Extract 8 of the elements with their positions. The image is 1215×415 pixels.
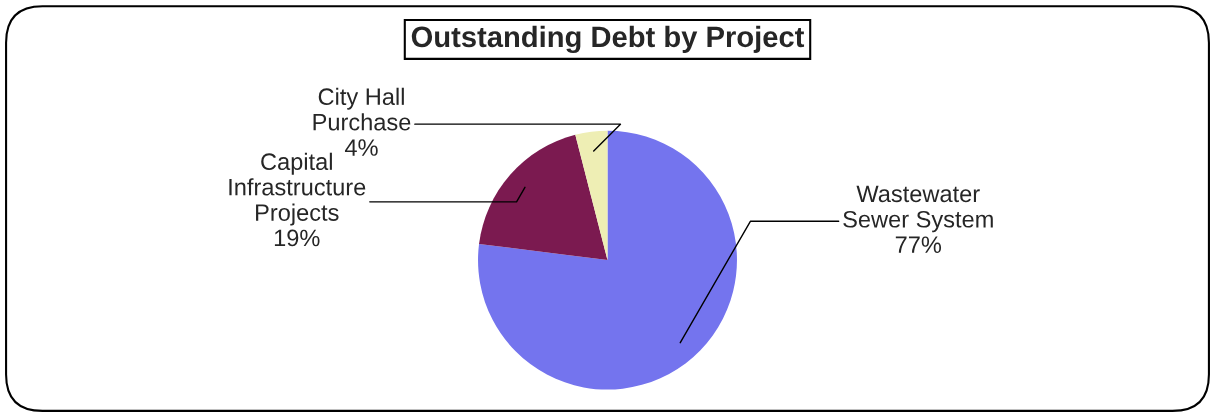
data-label: 19% xyxy=(274,229,320,247)
slice-label: Wastewater Sewer System xyxy=(843,185,993,233)
slice-label: City Hall Purchase xyxy=(313,87,411,131)
pie-slice xyxy=(478,130,737,390)
data-label: 77% xyxy=(895,236,942,253)
pie-slice xyxy=(575,130,608,261)
pie-slice xyxy=(479,134,608,261)
chart-title: Outstanding Debt by Project xyxy=(411,25,805,54)
